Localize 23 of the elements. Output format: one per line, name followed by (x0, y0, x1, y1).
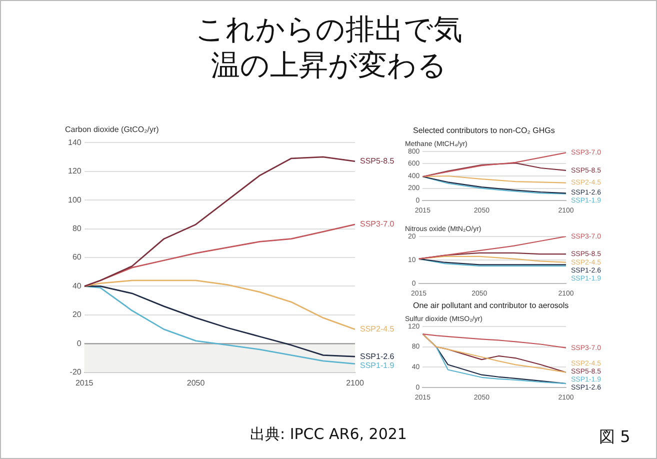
series-label: SSP3-7.0 (360, 220, 395, 229)
chart-title: これからの排出で気温の上昇が変わる (194, 11, 464, 83)
y-tick-label: 40 (72, 281, 82, 290)
chart-subtitle: One air pollutant and contributor to aerosols (413, 301, 569, 310)
y-tick-label: 120 (68, 166, 82, 176)
source-note: 出典: IPCC AR6, 2021 (250, 425, 407, 443)
chart-subtitle: Selected contributors to non-CO₂ GHGs (413, 126, 555, 135)
caption: 図 5 (599, 427, 630, 448)
series-label: SSP1-2.6 (360, 352, 395, 361)
y-tick-label: 60 (72, 252, 82, 262)
series-label: SSP1-1.9 (360, 360, 395, 370)
y-tick-label: 80 (72, 224, 82, 233)
y-axis-title: Carbon dioxide (GtCO₂/yr) (65, 125, 160, 134)
x-tick-label: 2100 (346, 378, 364, 388)
y-tick-label: 100 (68, 195, 82, 204)
x-tick-label: 2050 (186, 378, 206, 388)
x-tick-label: 2015 (75, 378, 94, 388)
series-label: SSP2-4.5 (360, 324, 395, 334)
y-tick-label: 0 (76, 338, 82, 348)
y-tick-label: 140 (68, 138, 82, 147)
y-tick-label: 20 (72, 310, 82, 320)
y-tick-label: -20 (70, 368, 82, 377)
series-label: SSP5-8.5 (360, 156, 395, 166)
